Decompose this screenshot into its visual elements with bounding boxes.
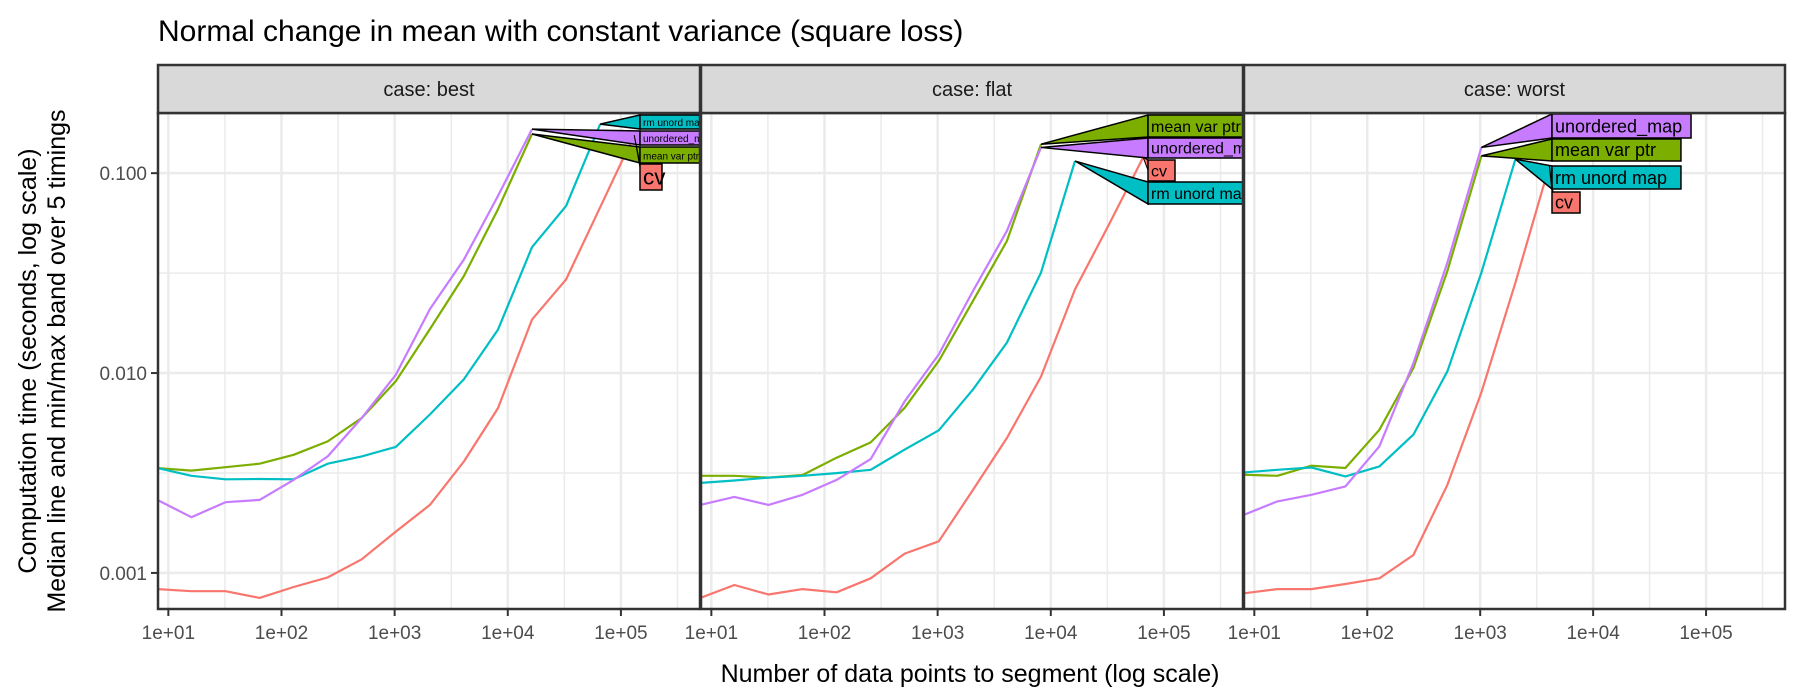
- series-line-cv: [701, 156, 1145, 599]
- y-axis-title: Computation time (seconds, log scale) Me…: [14, 109, 71, 612]
- x-tick-label: 1e+05: [1137, 623, 1190, 644]
- label-box: [1147, 137, 1243, 159]
- label-box: [1147, 159, 1176, 182]
- series-line-unordered-map: [1244, 147, 1483, 516]
- facet-strip-label: case: best: [383, 79, 475, 101]
- x-tick-label: 1e+05: [594, 623, 647, 644]
- label-text: cv: [1555, 192, 1573, 212]
- label-unordered-map: unordered_map: [1481, 113, 1692, 149]
- label-rm-unord-map: rm unord map: [1514, 158, 1682, 191]
- series-lines: [701, 143, 1145, 599]
- x-tick-label: 1e+02: [255, 623, 308, 644]
- facet-strip: [156, 63, 702, 115]
- label-box: [1551, 191, 1581, 214]
- panel-background: [158, 113, 700, 609]
- series-line-mean-var-ptr: [701, 143, 1043, 479]
- label-box: [1147, 181, 1243, 205]
- x-tick-label: 1e+05: [1679, 623, 1732, 644]
- gridlines: [158, 113, 700, 609]
- label-cv: cv: [1142, 156, 1176, 182]
- label-text: rm unord ma: [643, 118, 700, 129]
- series-line-unordered-map: [158, 128, 533, 519]
- label-text: unordered_ma: [1151, 141, 1255, 158]
- x-tick-label: 1e+03: [368, 623, 421, 644]
- label-mean-var-ptr: mean var ptr: [1481, 138, 1682, 162]
- facet-strip: [1242, 63, 1787, 115]
- x-tick-label: 1e+01: [142, 623, 195, 644]
- y-axis-title-line-1: Computation time (seconds, log scale): [14, 148, 42, 573]
- x-tick-label: 1e+03: [911, 623, 964, 644]
- label-box: [639, 146, 700, 164]
- label-text: rm unord ma: [1151, 186, 1242, 203]
- x-tick-label: 1e+02: [798, 623, 851, 644]
- x-tick-label: 1e+03: [1454, 623, 1507, 644]
- label-cv: cv: [1548, 165, 1581, 214]
- label-text: mean var ptr: [1151, 119, 1241, 136]
- chart-title: Normal change in mean with constant vari…: [158, 15, 963, 48]
- x-tick-label: 1e+02: [1341, 623, 1394, 644]
- y-tick-label: 0.100: [99, 164, 147, 185]
- label-text: cv: [643, 164, 666, 189]
- label-box: [1147, 114, 1243, 138]
- series-lines: [1244, 147, 1551, 595]
- label-box: [639, 163, 663, 191]
- label-text: rm unord map: [1555, 168, 1667, 188]
- x-tick-label: 1e+01: [1228, 623, 1281, 644]
- series-lines: [158, 123, 636, 600]
- gridlines: [1244, 113, 1785, 609]
- series-line-rm-unord-map: [1244, 158, 1517, 478]
- series-line-rm-unord-map: [701, 160, 1077, 484]
- label-box: [1551, 165, 1682, 190]
- x-axis-title: Number of data points to segment (log sc…: [721, 660, 1220, 688]
- series-line-rm-unord-map: [158, 123, 602, 481]
- series-line-cv: [1244, 165, 1551, 595]
- y-tick-label: 0.010: [99, 364, 147, 385]
- label-text: cv: [1151, 163, 1167, 180]
- series-line-unordered-map: [701, 146, 1043, 506]
- label-cv: cv: [633, 135, 666, 191]
- x-tick-label: 1e+04: [1566, 623, 1620, 644]
- y-tick-label: 0.001: [99, 564, 147, 585]
- label-text: unordered_map: [643, 134, 714, 145]
- label-box: [1551, 138, 1682, 162]
- x-tick-label: 1e+04: [1024, 623, 1078, 644]
- label-text: mean var ptr: [1555, 140, 1656, 160]
- label-mean-var-ptr: mean var ptr: [531, 133, 700, 164]
- series-line-mean-var-ptr: [158, 133, 534, 472]
- label-rm-unord-map: rm unord ma: [1074, 160, 1243, 206]
- panel-background: [1244, 113, 1785, 609]
- label-box: [639, 130, 700, 146]
- label-text: mean var ptr: [643, 151, 700, 162]
- x-tick-label: 1e+04: [481, 623, 535, 644]
- facet-strip: [699, 63, 1245, 115]
- series-line-mean-var-ptr: [1244, 155, 1483, 477]
- label-text: unordered_map: [1555, 117, 1682, 138]
- label-unordered-map: unordered_map: [531, 128, 714, 146]
- label-box: [639, 114, 700, 130]
- y-axis-title-line-2: Median line and min/max band over 5 timi…: [43, 109, 71, 612]
- label-unordered-map: unordered_ma: [1040, 137, 1255, 159]
- facet-strip-label: case: worst: [1464, 79, 1566, 101]
- label-mean-var-ptr: mean var ptr: [1040, 114, 1243, 145]
- facet-strip-label: case: flat: [932, 79, 1012, 101]
- series-line-cv: [158, 134, 636, 600]
- x-tick-label: 1e+01: [685, 623, 738, 644]
- label-rm-unord-map: rm unord ma: [599, 114, 700, 130]
